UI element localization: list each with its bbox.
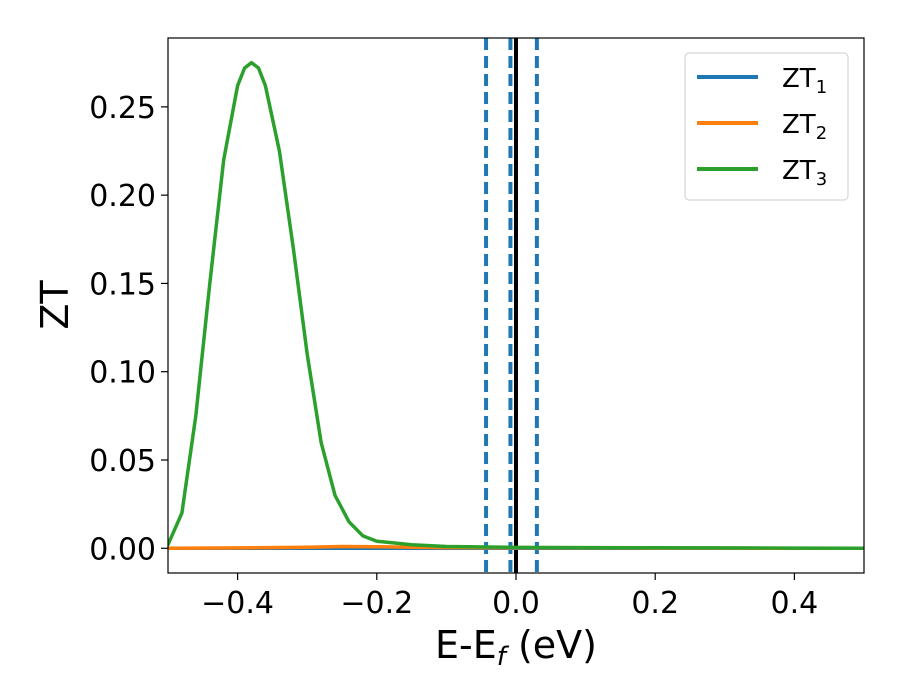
y-tick-label: 0.10 bbox=[89, 356, 156, 391]
y-tick-label: 0.25 bbox=[89, 91, 156, 126]
x-axis-label: E-Ef (eV) bbox=[435, 623, 597, 672]
x-tick-label: −0.2 bbox=[340, 586, 413, 621]
legend-box bbox=[684, 52, 849, 201]
legend-label-zt3: ZT3 bbox=[782, 156, 827, 190]
legend-label-zt1: ZT1 bbox=[782, 64, 827, 98]
legend: ZT1 ZT2 ZT3 bbox=[684, 52, 849, 201]
series-line-zt3 bbox=[168, 60, 864, 551]
legend-label-zt2: ZT2 bbox=[782, 110, 827, 144]
y-axis-label: ZT bbox=[33, 280, 77, 330]
x-tick-label: 0.2 bbox=[631, 586, 679, 621]
y-tick-label: 0.20 bbox=[89, 179, 156, 214]
x-tick-label: 0.4 bbox=[771, 586, 819, 621]
y-tick-label: 0.05 bbox=[89, 444, 156, 479]
y-tick-label: 0.00 bbox=[89, 532, 156, 567]
x-axis-label-unit: (eV) bbox=[506, 623, 597, 667]
x-tick-label: −0.4 bbox=[201, 586, 274, 621]
x-tick-label: 0.0 bbox=[492, 586, 540, 621]
y-tick-label: 0.15 bbox=[89, 267, 156, 302]
